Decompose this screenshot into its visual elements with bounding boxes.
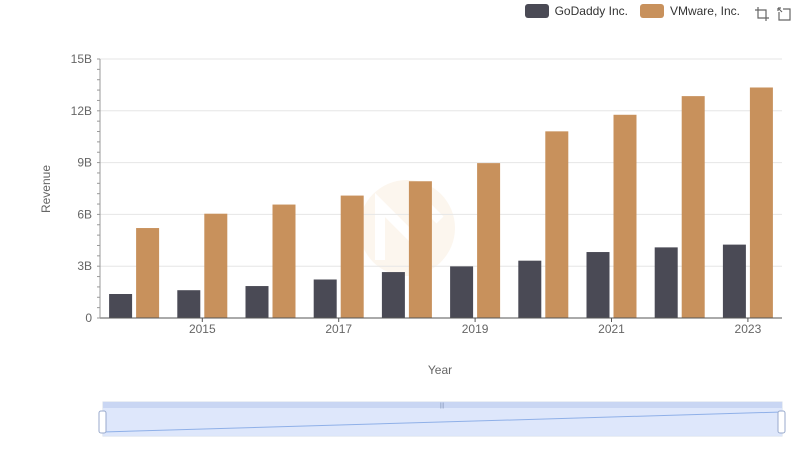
legend-item-vmware[interactable]: VMware, Inc. [639, 4, 740, 18]
bar-vmware [340, 195, 364, 318]
bar-vmware [545, 131, 569, 318]
bar-vmware [477, 163, 501, 318]
bar-vmware [136, 228, 160, 318]
bar-vmware [681, 96, 705, 318]
legend-label-vmware: VMware, Inc. [669, 4, 740, 18]
legend-swatch-vmware [639, 4, 664, 18]
x-tick-label: 2017 [325, 322, 352, 336]
bar-godaddy [245, 286, 269, 318]
bar-godaddy [654, 247, 678, 318]
x-tick-label: 2019 [462, 322, 489, 336]
legend-swatch-godaddy [524, 4, 549, 18]
y-tick-label: 3B [77, 259, 92, 273]
y-tick-label: 9B [77, 156, 92, 170]
watermark-logo [359, 180, 455, 276]
x-tick-label: 2023 [735, 322, 762, 336]
y-axis-label: Revenue [39, 165, 53, 213]
x-tick-label: 2021 [598, 322, 625, 336]
bar-vmware [272, 204, 296, 318]
bar-godaddy [381, 272, 405, 318]
slider-preview-line [102, 411, 783, 433]
bar-godaddy [722, 244, 746, 318]
bar-vmware [204, 213, 228, 318]
slider-grip-icon: ||| [440, 403, 445, 409]
slider-handle-left[interactable] [98, 410, 107, 434]
x-axis-label: Year [428, 363, 452, 377]
y-tick-label: 12B [71, 104, 92, 118]
bars [109, 87, 773, 319]
bar-godaddy [313, 279, 337, 318]
legend-item-godaddy[interactable]: GoDaddy Inc. [524, 4, 628, 18]
bar-godaddy [586, 252, 610, 318]
legend: GoDaddy Inc. VMware, Inc. [524, 4, 740, 18]
x-axis: 2015 2017 2019 2021 2023 [100, 317, 782, 336]
bar-vmware [613, 114, 637, 318]
y-tick-label: 0 [85, 311, 92, 325]
bar-godaddy [177, 290, 201, 318]
y-tick-label: 6B [77, 207, 92, 221]
zoom-reset-icon[interactable] [776, 6, 792, 22]
bar-godaddy [109, 293, 133, 318]
bar-godaddy [450, 266, 474, 318]
y-axis: 0 3B 6B 9B 12B 15B [71, 52, 101, 325]
data-zoom-slider[interactable]: ||| [98, 401, 786, 437]
slider-handle-right[interactable] [777, 410, 786, 434]
slider-top-bar[interactable] [103, 402, 782, 408]
bar-godaddy [518, 260, 542, 318]
bar-vmware [408, 181, 432, 318]
x-tick-label: 2015 [189, 322, 216, 336]
zoom-select-icon[interactable] [754, 6, 770, 22]
toolbox [754, 6, 792, 22]
y-tick-label: 15B [71, 52, 92, 66]
legend-label-godaddy: GoDaddy Inc. [554, 4, 628, 18]
bar-vmware [749, 87, 773, 319]
